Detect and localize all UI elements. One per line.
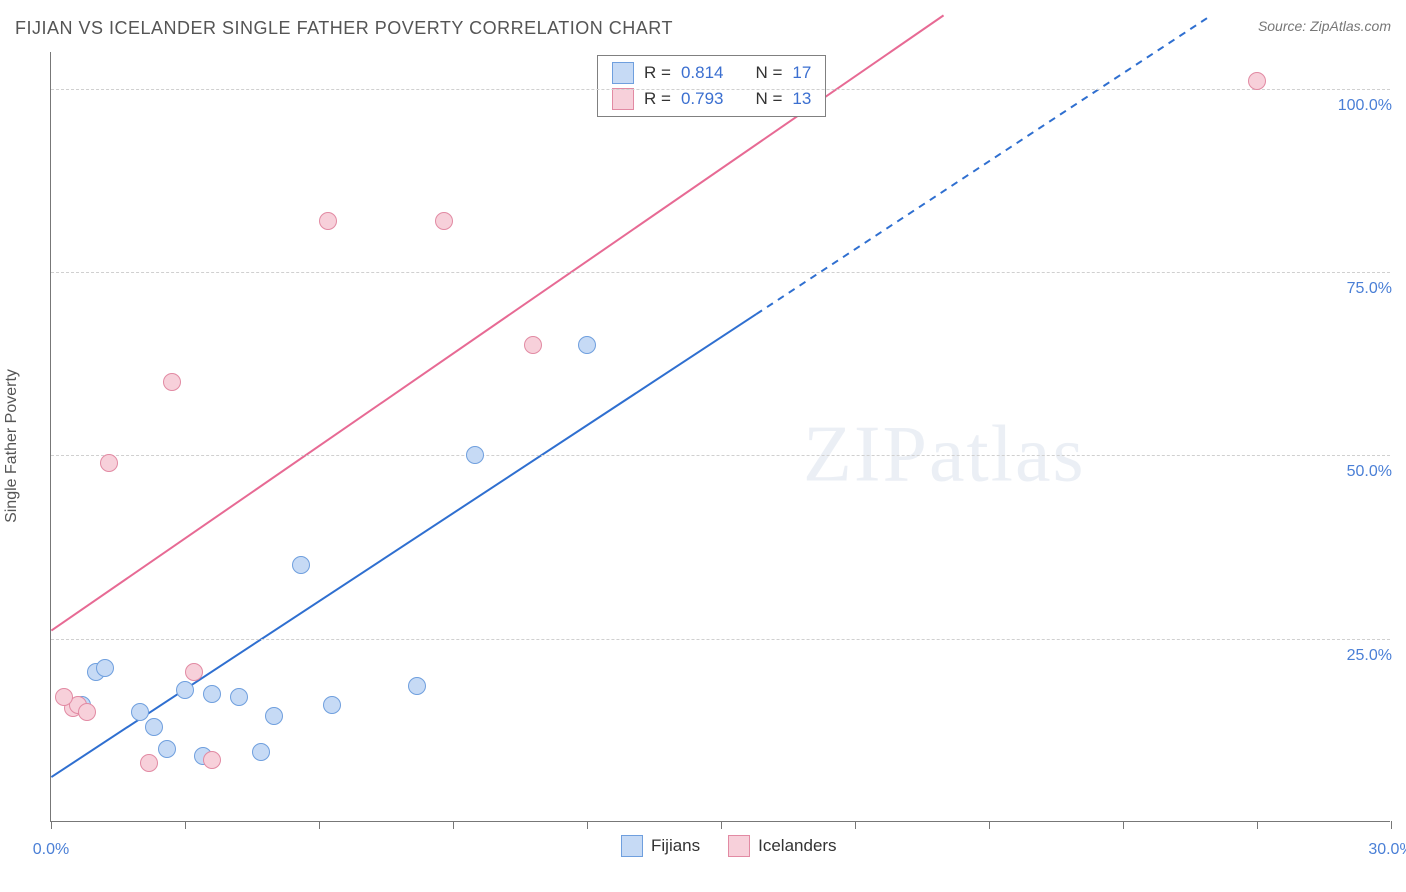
chart-title: FIJIAN VS ICELANDER SINGLE FATHER POVERT… [15, 18, 673, 39]
scatter-point [435, 212, 453, 230]
x-tick-label: 0.0% [33, 841, 69, 859]
legend-r-label: R = [644, 63, 671, 83]
legend-n-label: N = [755, 63, 782, 83]
legend-r-label: R = [644, 89, 671, 109]
x-tick-label: 30.0% [1368, 841, 1406, 859]
grid-line [51, 639, 1390, 640]
scatter-point [408, 677, 426, 695]
x-tick [453, 821, 454, 829]
scatter-point [55, 688, 73, 706]
series-legend-label: Icelanders [758, 836, 836, 856]
legend-swatch [612, 88, 634, 110]
scatter-point [145, 718, 163, 736]
scatter-point [230, 688, 248, 706]
scatter-point [100, 454, 118, 472]
series-legend-item: Icelanders [728, 835, 836, 857]
scatter-point [524, 336, 542, 354]
series-legend-label: Fijians [651, 836, 700, 856]
legend-n-label: N = [755, 89, 782, 109]
legend-n-value: 13 [792, 89, 811, 109]
legend-swatch [621, 835, 643, 857]
scatter-point [1248, 72, 1266, 90]
scatter-point [131, 703, 149, 721]
legend-swatch [612, 62, 634, 84]
legend-r-value: 0.793 [681, 89, 724, 109]
x-tick [1391, 821, 1392, 829]
legend-swatch [728, 835, 750, 857]
correlation-legend: R = 0.814 N = 17 R = 0.793 N = 13 [597, 55, 826, 117]
x-tick [319, 821, 320, 829]
chart-source: Source: ZipAtlas.com [1258, 18, 1391, 34]
y-tick-label: 50.0% [1341, 463, 1392, 481]
x-tick [51, 821, 52, 829]
y-tick-label: 100.0% [1332, 97, 1392, 115]
series-legend-item: Fijians [621, 835, 700, 857]
trend-lines-svg [51, 52, 1390, 821]
scatter-point [252, 743, 270, 761]
scatter-point [578, 336, 596, 354]
scatter-point [96, 659, 114, 677]
trend-line [51, 314, 756, 777]
x-tick [855, 821, 856, 829]
legend-row: R = 0.793 N = 13 [598, 86, 825, 112]
scatter-point [203, 751, 221, 769]
scatter-point [158, 740, 176, 758]
grid-line [51, 272, 1390, 273]
scatter-point [176, 681, 194, 699]
legend-n-value: 17 [792, 63, 811, 83]
chart-header: FIJIAN VS ICELANDER SINGLE FATHER POVERT… [15, 18, 1391, 39]
y-tick-label: 25.0% [1341, 647, 1392, 665]
scatter-point [292, 556, 310, 574]
x-tick [1257, 821, 1258, 829]
scatter-point [163, 373, 181, 391]
x-tick [989, 821, 990, 829]
scatter-point [323, 696, 341, 714]
scatter-point [319, 212, 337, 230]
legend-r-value: 0.814 [681, 63, 724, 83]
scatter-point [78, 703, 96, 721]
y-tick-label: 75.0% [1341, 280, 1392, 298]
grid-line [51, 455, 1390, 456]
x-tick [1123, 821, 1124, 829]
x-tick [721, 821, 722, 829]
scatter-point [140, 754, 158, 772]
plot-area: ZIPatlas R =0.814N =17R =0.793N =13 Fiji… [50, 52, 1390, 822]
series-legend: Fijians Icelanders [621, 835, 837, 857]
scatter-point [466, 446, 484, 464]
scatter-point [203, 685, 221, 703]
scatter-point [265, 707, 283, 725]
scatter-point [185, 663, 203, 681]
legend-row: R = 0.814 N = 17 [598, 60, 825, 86]
x-tick [185, 821, 186, 829]
y-axis-title: Single Father Poverty [3, 369, 21, 523]
grid-line [51, 89, 1390, 90]
x-tick [587, 821, 588, 829]
